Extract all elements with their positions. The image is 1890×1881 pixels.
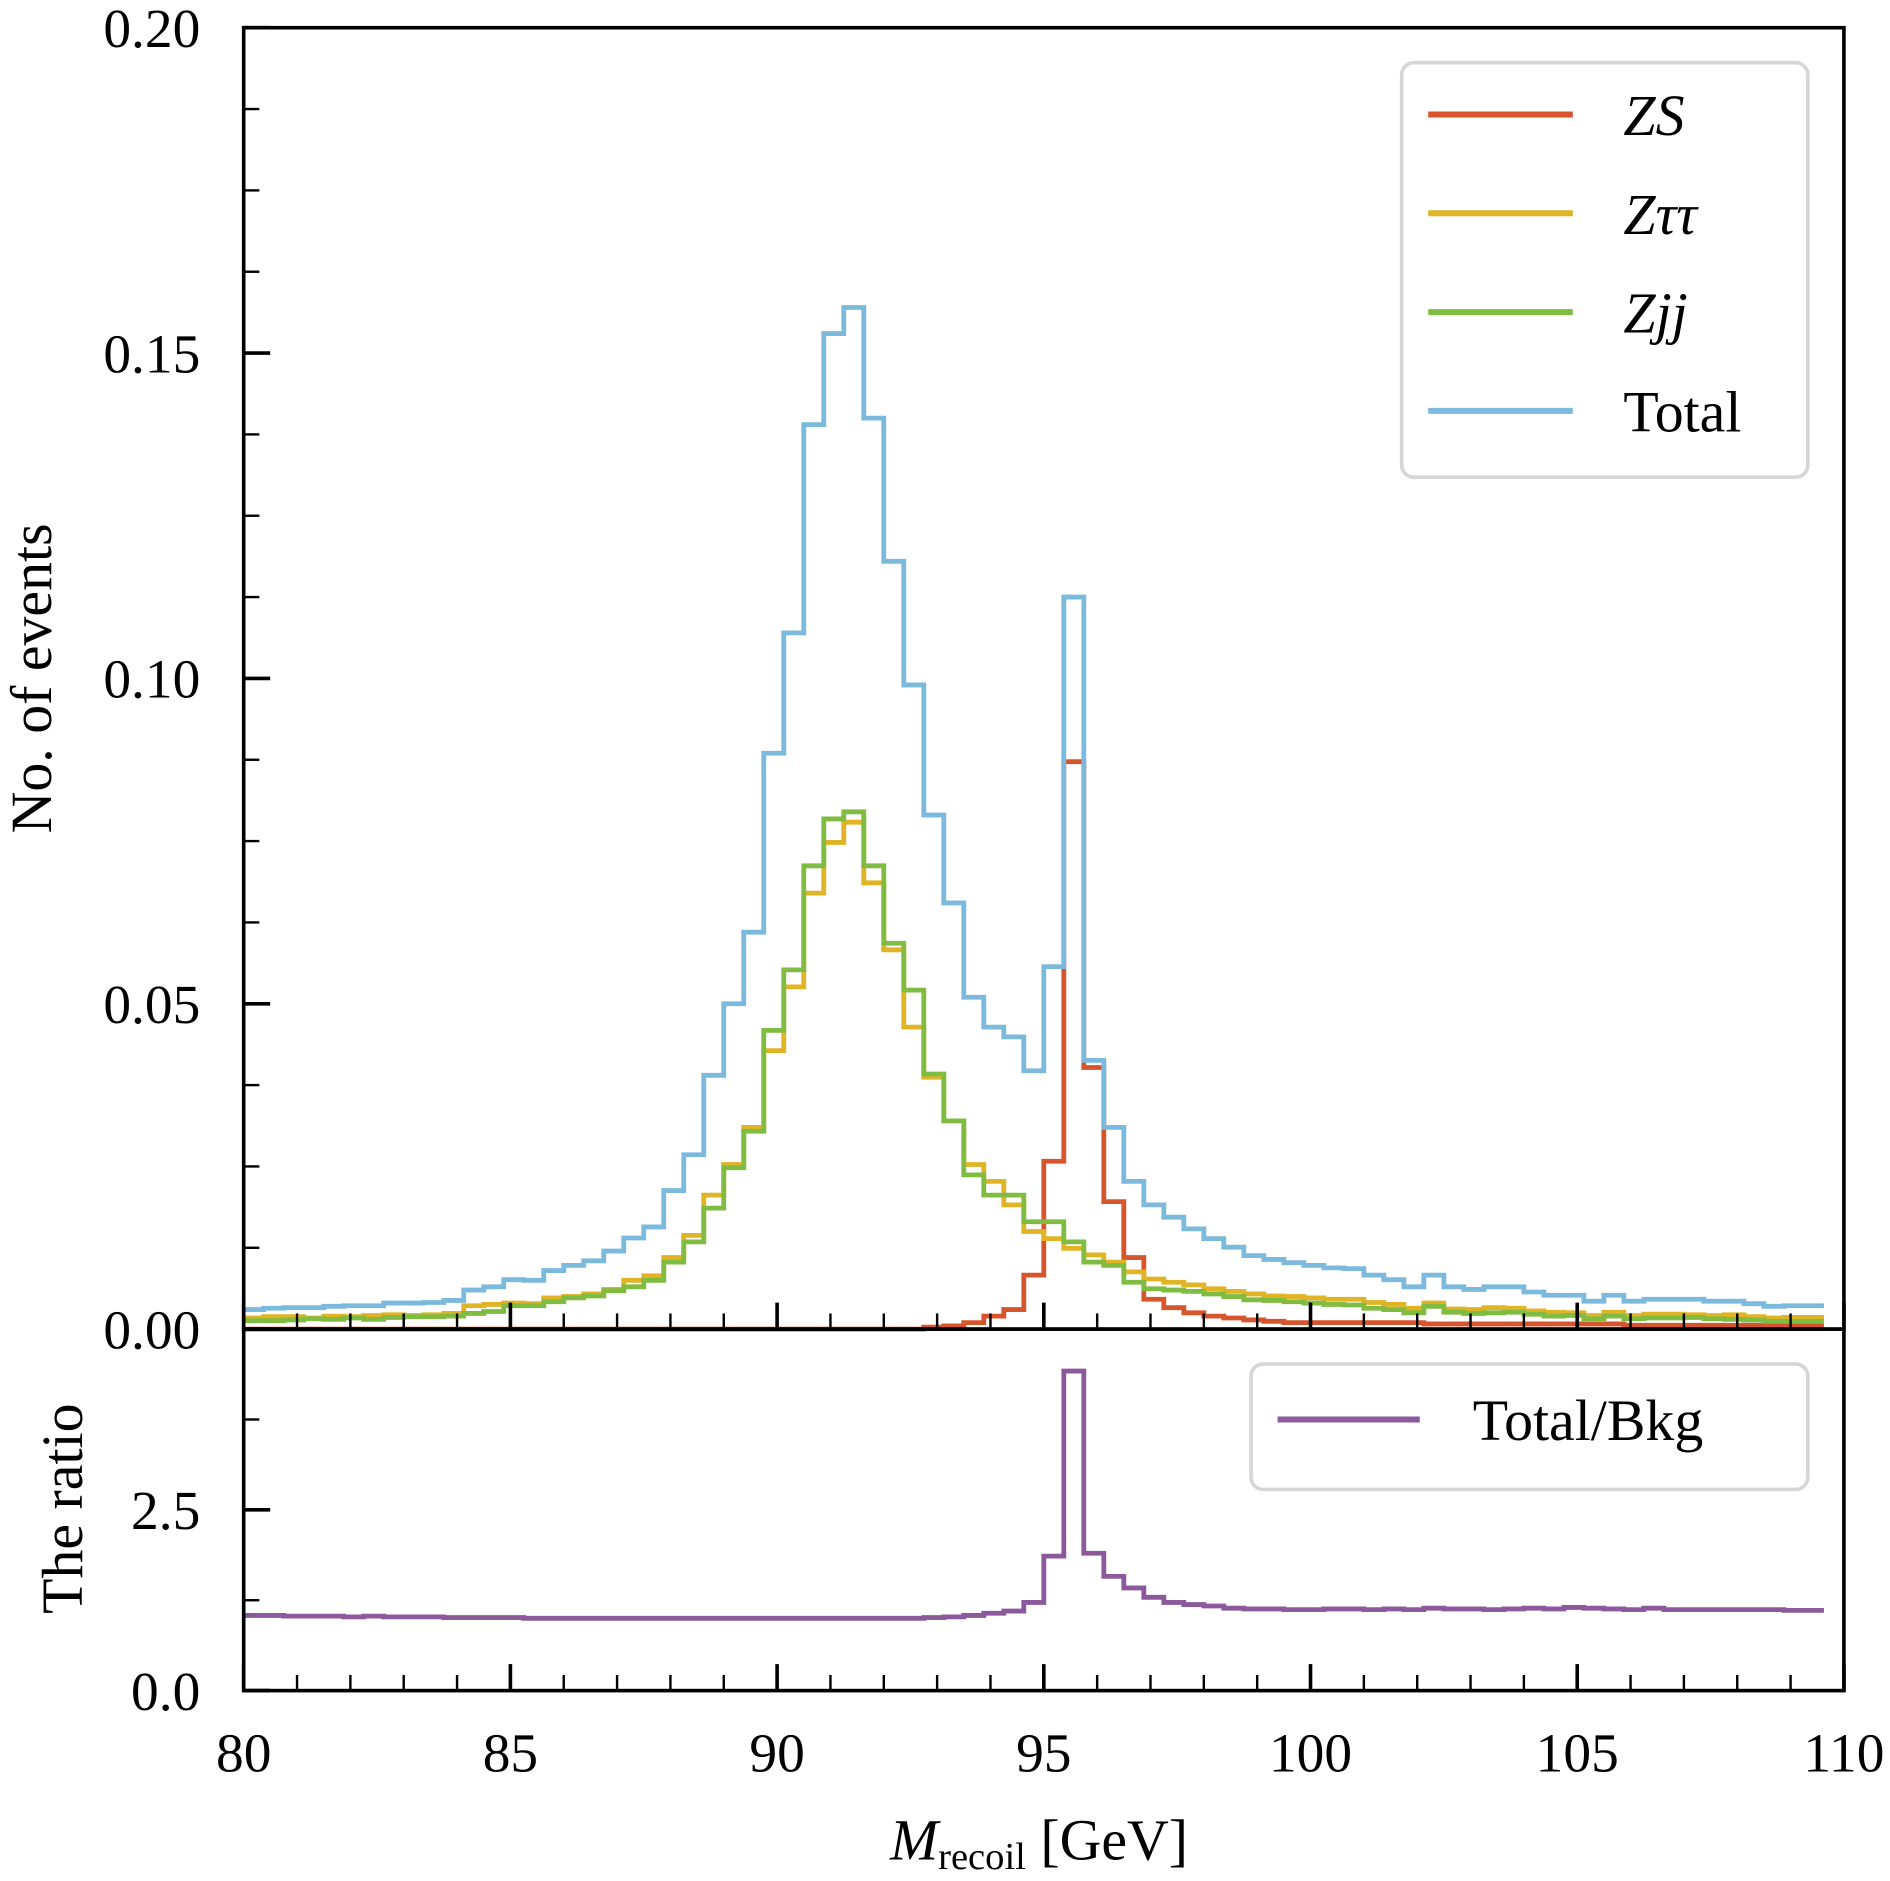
- legend-label: Total: [1623, 379, 1741, 444]
- legend-label: Zττ: [1623, 182, 1699, 247]
- ratio-axes-frame: [241, 1327, 1846, 1693]
- legend-entry: Zττ: [1428, 182, 1699, 247]
- x-tick-label: 100: [1269, 1722, 1352, 1783]
- main-panel: 0.00 0.05 0.10 0.15 0.20: [103, 0, 1846, 1360]
- legend-label: Total/Bkg: [1473, 1388, 1703, 1453]
- y-axis-label: No. of events: [0, 523, 64, 833]
- y-tick-label: 0.05: [103, 974, 200, 1035]
- legend-label: ZS: [1623, 83, 1684, 148]
- legend-ratio: Total/Bkg: [1249, 1362, 1810, 1492]
- legend-entry: Total: [1428, 379, 1741, 444]
- y-tick-label: 0.10: [103, 649, 200, 710]
- y-tick-label: 0.00: [103, 1299, 200, 1360]
- x-tick-label: 90: [749, 1722, 804, 1783]
- legend-main: ZS Zττ Zjj Total: [1399, 60, 1810, 479]
- legend-main-box: [1399, 60, 1810, 479]
- y-tick-label: 0.20: [103, 0, 200, 59]
- series-Total-line: [243, 305, 1824, 1313]
- legend-entry: Zjj: [1428, 281, 1688, 346]
- legend-entry: Total/Bkg: [1277, 1388, 1703, 1453]
- ratio-panel: 80 85 90 95 100 105 110 0.0 2.5: [131, 1368, 1884, 1783]
- series-ZS-line: [243, 759, 1824, 1332]
- x-axis-label-unit: [GeV]: [1040, 1807, 1188, 1872]
- series-ratio-line: [243, 1368, 1824, 1621]
- x-tick-label: 95: [1016, 1722, 1071, 1783]
- x-tick-label: 80: [216, 1722, 271, 1783]
- ratio-y-axis-label: The ratio: [30, 1403, 95, 1613]
- x-tick-label: 110: [1803, 1722, 1884, 1783]
- legend-label: Zjj: [1623, 281, 1687, 346]
- ratio-y-tick-label: 2.5: [131, 1480, 200, 1541]
- x-axis-label-sub: recoil: [938, 1836, 1026, 1878]
- legend-entry: ZS: [1428, 83, 1684, 148]
- x-tick-label: 105: [1536, 1722, 1619, 1783]
- y-tick-label: 0.15: [103, 323, 200, 384]
- ratio-y-tick-label: 0.0: [131, 1661, 200, 1722]
- x-axis-label: Mrecoil [GeV]: [889, 1807, 1188, 1878]
- x-axis-label-var: M: [889, 1807, 941, 1872]
- series-Zjj-line: [243, 809, 1824, 1324]
- x-tick-label: 85: [483, 1722, 538, 1783]
- legend-ratio-box: [1249, 1362, 1810, 1492]
